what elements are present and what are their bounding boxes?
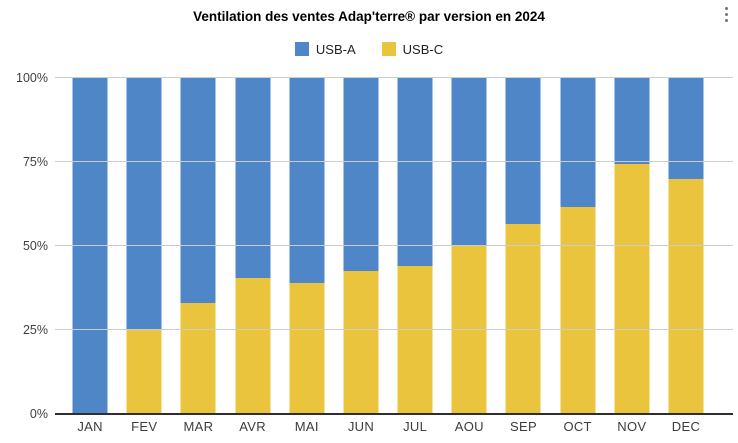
chart-menu-button[interactable] [718, 3, 734, 25]
legend-swatch-usb-a-icon [294, 42, 309, 56]
x-axis-labels: JAN FEV MAR AVR MAI JUN JUL AOU SEP OCT NOV DEC [63, 419, 713, 434]
bar-segment-usb-c[interactable] [343, 271, 379, 414]
chart-legend: USB-A USB-C [0, 40, 738, 58]
bar-segment-usb-c[interactable] [397, 266, 433, 414]
x-tick-label-avr: AVR [239, 419, 266, 434]
bar-column-jan [63, 78, 117, 414]
bar-column-mai [280, 78, 334, 414]
kebab-menu-icon [724, 18, 728, 22]
y-axis-labels: 0% 25% 50% 75% 100% [0, 71, 48, 421]
bar-aou[interactable] [451, 78, 487, 414]
legend-label-usb-c: USB-C [402, 41, 444, 57]
y-tick-label-100%: 100% [16, 71, 48, 85]
legend-item-usb-c: USB-C [381, 41, 444, 57]
x-tick-label-aou: AOU [454, 419, 484, 434]
bar-segment-usb-a[interactable] [289, 78, 325, 283]
bar-segment-usb-c[interactable] [451, 246, 487, 414]
bar-column-mar [171, 78, 225, 414]
bar-segment-usb-a[interactable] [451, 78, 487, 246]
bar-column-nov [605, 78, 659, 414]
bar-segment-usb-a[interactable] [343, 78, 379, 272]
bar-segment-usb-c[interactable] [235, 277, 271, 414]
legend-label-usb-a: USB-A [315, 41, 356, 57]
x-tick-label-sep: SEP [510, 419, 537, 434]
bar-sep[interactable] [505, 78, 541, 414]
bar-segment-usb-c[interactable] [668, 178, 704, 414]
kebab-menu-icon [724, 12, 728, 16]
bar-segment-usb-c[interactable] [505, 224, 541, 414]
bar-mar[interactable] [180, 78, 216, 414]
y-tick-label-0%: 0% [29, 407, 48, 421]
kebab-menu-icon [724, 6, 728, 10]
gridline-100% [55, 77, 733, 78]
bar-column-jun [334, 78, 388, 414]
bar-segment-usb-a[interactable] [126, 78, 162, 330]
plot-area [55, 77, 733, 415]
x-tick-label-jan: JAN [77, 419, 103, 434]
bar-oct[interactable] [560, 78, 596, 414]
x-tick-label-fev: FEV [131, 419, 158, 434]
bar-jul[interactable] [397, 78, 433, 414]
bar-jan[interactable] [72, 78, 108, 414]
bar-segment-usb-c[interactable] [126, 330, 162, 414]
bar-jun[interactable] [343, 78, 379, 414]
bar-segment-usb-a[interactable] [505, 78, 541, 225]
x-tick-label-jun: JUN [347, 419, 375, 434]
bar-column-oct [551, 78, 605, 414]
gridline-75% [55, 161, 733, 162]
bar-segment-usb-a[interactable] [560, 78, 596, 208]
bar-column-fev [117, 78, 171, 414]
bar-segment-usb-a[interactable] [668, 78, 704, 179]
bar-column-dec [659, 78, 713, 414]
y-tick-label-50%: 50% [22, 239, 48, 253]
x-tick-label-oct: OCT [563, 419, 592, 434]
gridline-50% [55, 245, 733, 246]
bar-segment-usb-a[interactable] [180, 78, 216, 304]
bar-segment-usb-a[interactable] [235, 78, 271, 278]
legend-item-usb-a: USB-A [294, 41, 356, 57]
bar-mai[interactable] [289, 78, 325, 414]
bar-segment-usb-c[interactable] [289, 282, 325, 414]
x-tick-label-mar: MAR [183, 419, 214, 434]
x-tick-label-nov: NOV [617, 419, 647, 434]
bar-segment-usb-a[interactable] [614, 78, 650, 164]
bar-segment-usb-c[interactable] [614, 163, 650, 414]
bar-segment-usb-a[interactable] [397, 78, 433, 267]
bar-segment-usb-c[interactable] [180, 303, 216, 414]
bar-segment-usb-a[interactable] [72, 78, 108, 414]
bar-nov[interactable] [614, 78, 650, 414]
x-tick-label-jul: JUL [403, 419, 428, 434]
x-tick-label-dec: DEC [671, 419, 701, 434]
legend-swatch-usb-c-icon [381, 42, 396, 56]
bar-avr[interactable] [235, 78, 271, 414]
bar-segment-usb-c[interactable] [560, 207, 596, 414]
bar-column-sep [496, 78, 550, 414]
bar-dec[interactable] [668, 78, 704, 414]
bar-column-aou [442, 78, 496, 414]
chart-title: Ventilation des ventes Adap'terre® par v… [193, 9, 545, 24]
y-tick-label-25%: 25% [22, 323, 48, 337]
bar-fev[interactable] [126, 78, 162, 414]
bar-column-jul [388, 78, 442, 414]
gridline-25% [55, 329, 733, 330]
bars-row [63, 78, 713, 414]
y-tick-label-75%: 75% [22, 155, 48, 169]
bar-column-avr [226, 78, 280, 414]
x-axis-line [55, 413, 733, 415]
x-tick-label-mai: MAI [294, 419, 319, 434]
